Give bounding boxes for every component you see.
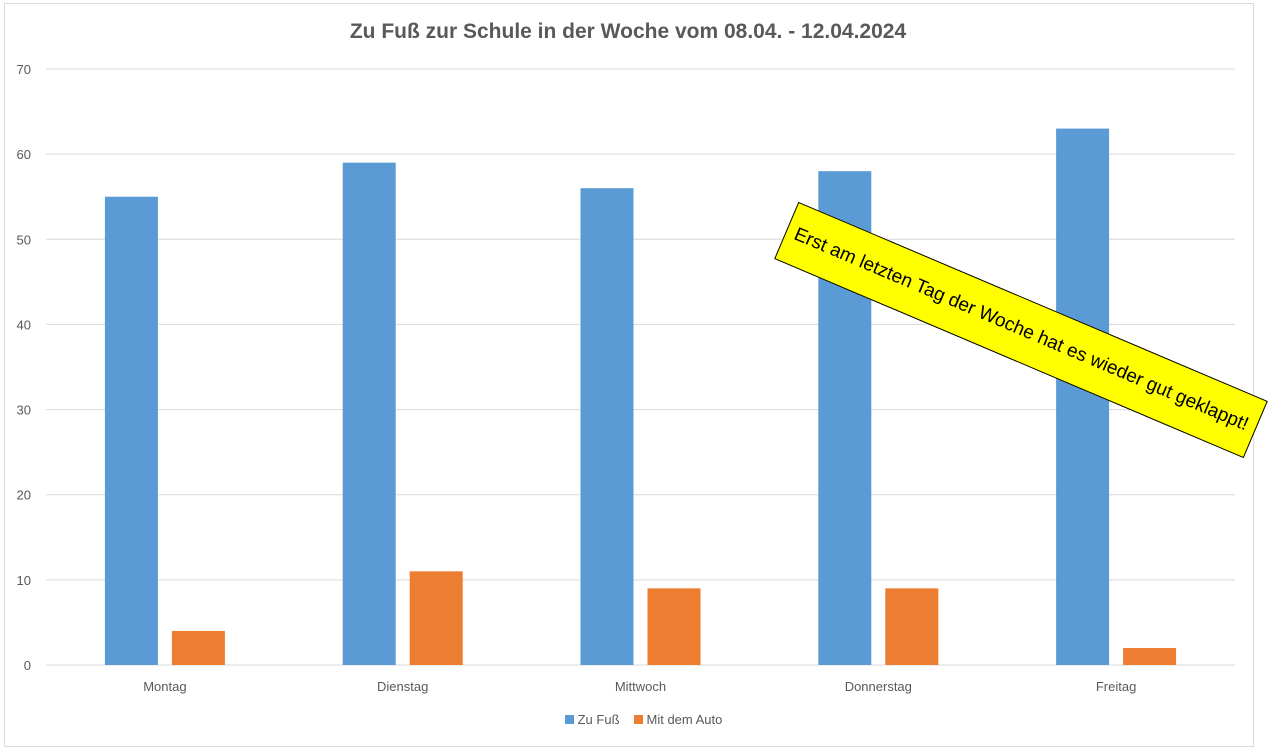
legend-swatch <box>564 715 574 724</box>
y-tick-label: 70 <box>17 62 31 77</box>
legend-item: Zu Fuß <box>564 712 620 727</box>
legend-swatch <box>633 715 643 724</box>
legend-item: Mit dem Auto <box>633 712 723 727</box>
chart-legend: Zu Fuß Mit dem Auto <box>0 712 1287 727</box>
x-tick-label: Donnerstag <box>845 679 912 694</box>
x-tick-label: Dienstag <box>377 679 428 694</box>
y-tick-label: 20 <box>17 488 31 503</box>
y-tick-label: 40 <box>17 317 31 332</box>
y-tick-label: 30 <box>17 403 31 418</box>
x-tick-label: Mittwoch <box>615 679 666 694</box>
legend-label: Zu Fuß <box>577 712 620 727</box>
x-tick-label: Montag <box>143 679 186 694</box>
bar-zu-fuss <box>580 188 634 665</box>
y-tick-label: 10 <box>17 573 31 588</box>
bar-mit-dem-auto <box>647 588 701 665</box>
bar-mit-dem-auto <box>885 588 939 665</box>
x-tick-label: Freitag <box>1096 679 1136 694</box>
bar-mit-dem-auto <box>171 630 225 665</box>
y-tick-label: 50 <box>17 232 31 247</box>
chart-title: Zu Fuß zur Schule in der Woche vom 08.04… <box>349 20 907 43</box>
bar-mit-dem-auto <box>409 571 463 665</box>
legend-label: Mit dem Auto <box>646 712 723 727</box>
y-tick-label: 60 <box>17 147 31 162</box>
bar-zu-fuss <box>342 162 396 665</box>
y-tick-label: 0 <box>24 658 31 673</box>
bar-mit-dem-auto <box>1123 647 1177 665</box>
bar-zu-fuss <box>104 196 158 665</box>
